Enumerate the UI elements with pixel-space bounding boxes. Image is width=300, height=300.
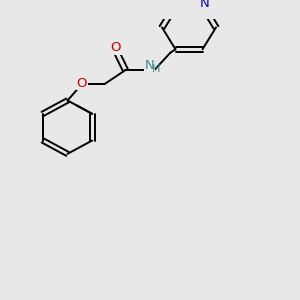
Text: H: H — [152, 64, 161, 74]
Text: O: O — [110, 41, 121, 54]
Text: N: N — [145, 58, 154, 72]
Text: N: N — [200, 0, 209, 10]
Text: O: O — [77, 76, 87, 89]
